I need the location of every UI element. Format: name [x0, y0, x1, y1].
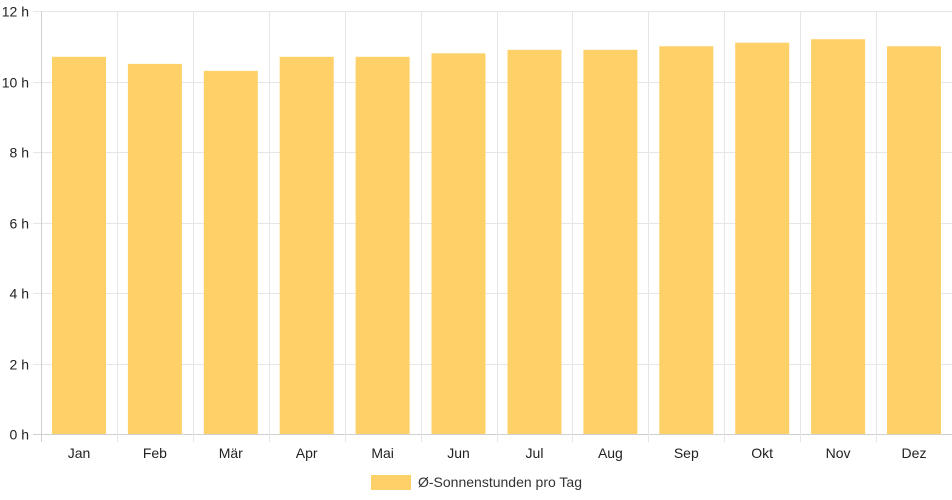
- x-tick-label: Okt: [751, 445, 773, 461]
- x-tick-label: Mär: [219, 445, 243, 461]
- bar-jul: [507, 49, 562, 435]
- x-tick-label: Jul: [526, 445, 544, 461]
- legend[interactable]: Ø-Sonnenstunden pro Tag: [371, 474, 582, 490]
- x-tick-label: Dez: [902, 445, 927, 461]
- bars: [52, 39, 941, 435]
- y-tick-label: 8 h: [10, 145, 29, 161]
- y-tick-label: 12 h: [2, 4, 29, 20]
- bar-aug: [583, 49, 638, 435]
- axes: 0 h 2 h 4 h 6 h 8 h 10 h 12 h Jan Feb Mär Apr Mai Ju…: [2, 4, 927, 462]
- x-tick-label: Jan: [68, 445, 91, 461]
- y-tick-label: 0 h: [10, 427, 29, 443]
- bar-nov: [811, 39, 866, 434]
- x-tick-label: Feb: [143, 445, 167, 461]
- bar-dez: [887, 46, 941, 435]
- bar-mär: [203, 70, 258, 435]
- bar-apr: [279, 56, 334, 435]
- x-tick-label: Jun: [447, 445, 470, 461]
- legend-label: Ø-Sonnenstunden pro Tag: [418, 474, 582, 490]
- bar-jan: [52, 56, 106, 435]
- bar-sep: [659, 46, 714, 435]
- bar-feb: [127, 63, 182, 435]
- y-tick-label: 2 h: [10, 357, 29, 373]
- grid-lines: [33, 11, 952, 442]
- bar-jun: [431, 53, 486, 435]
- x-tick-label: Apr: [296, 445, 318, 461]
- y-tick-label: 6 h: [10, 216, 29, 232]
- x-tick-label: Sep: [674, 445, 699, 461]
- x-tick-label: Nov: [826, 445, 851, 461]
- y-tick-label: 10 h: [2, 75, 29, 91]
- legend-swatch: [371, 475, 411, 490]
- x-tick-label: Aug: [598, 445, 623, 461]
- x-tick-label: Mai: [371, 445, 394, 461]
- bar-okt: [735, 42, 790, 434]
- bar-mai: [355, 56, 410, 435]
- y-tick-label: 4 h: [10, 286, 29, 302]
